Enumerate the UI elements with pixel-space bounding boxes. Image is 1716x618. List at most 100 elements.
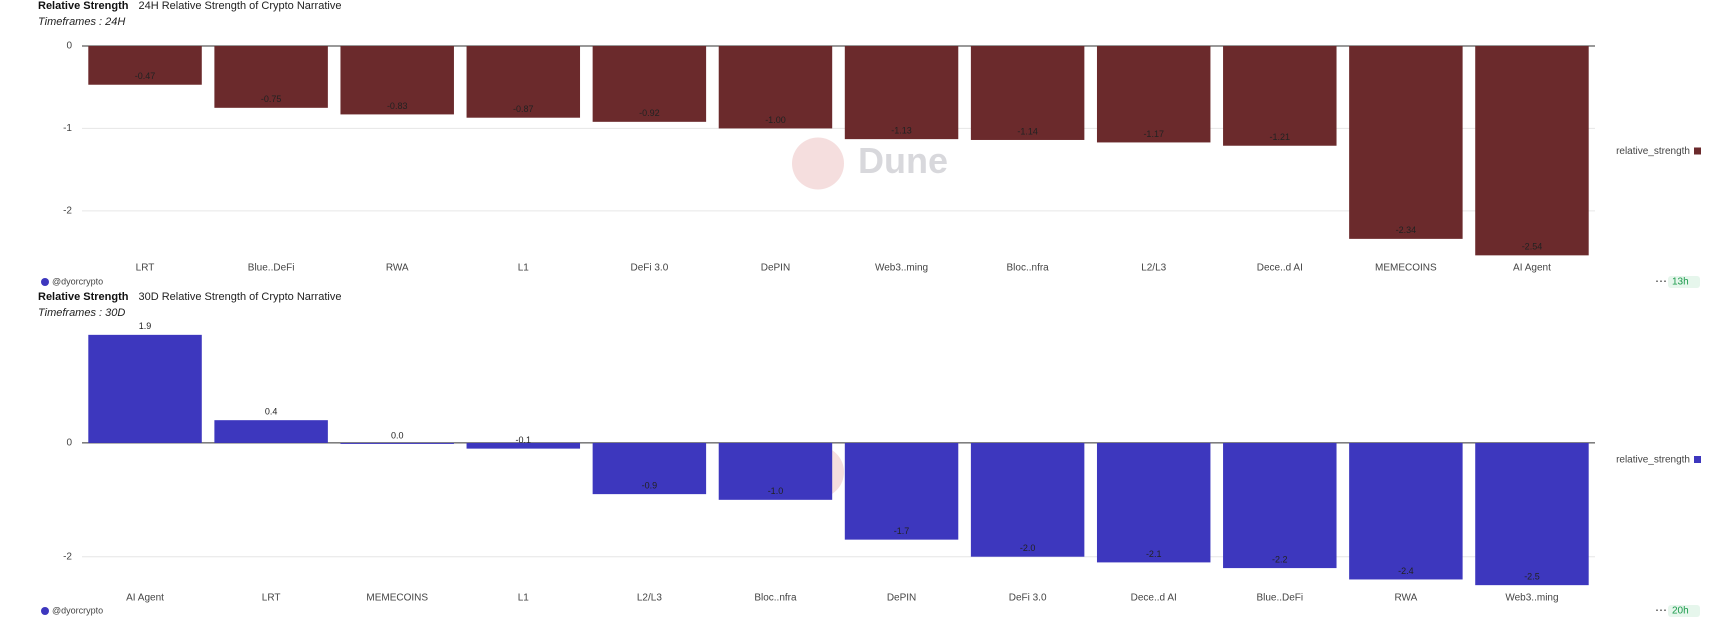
age-badge [1668, 276, 1700, 288]
more: ⋯ [1655, 603, 1667, 617]
x-tick-label: DePIN [887, 593, 916, 604]
value-label: -1.17 [1143, 129, 1164, 139]
value-label: -2.5 [1524, 572, 1540, 582]
age-badge [1668, 605, 1700, 617]
legend-swatch [1694, 147, 1701, 155]
value-label: -1.21 [1270, 132, 1291, 142]
y-tick-label: 0 [66, 438, 72, 449]
x-tick-label: LRT [136, 263, 155, 274]
bar [1475, 442, 1589, 586]
age: 20h [1672, 606, 1689, 617]
x-tick-label: Web3..ming [875, 263, 928, 274]
value-label: -0.47 [135, 71, 156, 81]
x-tick-label: AI Agent [1513, 263, 1551, 274]
value-label: -0.9 [642, 481, 658, 491]
value-label: -1.00 [765, 115, 786, 125]
x-tick-label: Dece..d AI [1131, 593, 1177, 604]
author-icon [41, 607, 49, 615]
y-tick-label: -2 [63, 551, 72, 562]
x-tick-label: L1 [518, 593, 530, 604]
bar [970, 46, 1085, 140]
chart-header: Relative Strength [38, 0, 129, 12]
value-label: -0.92 [639, 108, 660, 118]
watermark-logo [792, 137, 844, 190]
x-tick-label: DeFi 3.0 [630, 263, 668, 274]
value-label: -0.1 [516, 435, 532, 445]
chart-title: 24H Relative Strength of Crypto Narrativ… [138, 0, 341, 12]
age: 13h [1672, 277, 1689, 288]
bar [718, 46, 833, 129]
value-label: 1.9 [139, 321, 152, 331]
bar [970, 442, 1085, 557]
value-label: -2.4 [1398, 566, 1414, 576]
x-tick-label: Blue..DeFi [1256, 593, 1303, 604]
x-tick-label: DePIN [761, 263, 790, 274]
legend-swatch [1694, 456, 1701, 463]
bar [1223, 442, 1337, 569]
value-label: -0.87 [513, 104, 534, 114]
bar [592, 442, 707, 495]
y-tick-label: -1 [63, 123, 72, 134]
bar [1096, 46, 1211, 143]
bar [1475, 46, 1589, 256]
legend-label: relative_strength [1616, 455, 1690, 466]
x-tick-label: MEMECOINS [1375, 263, 1437, 274]
value-label: -2.54 [1522, 242, 1543, 252]
x-tick-label: RWA [386, 263, 409, 274]
chart-header: Relative Strength [38, 291, 129, 303]
x-tick-label: LRT [262, 593, 281, 604]
bar [340, 442, 454, 444]
bar [214, 420, 328, 443]
value-label: -0.75 [261, 94, 282, 104]
x-tick-label: Web3..ming [1505, 593, 1558, 604]
value-label: -0.83 [387, 101, 408, 111]
author: @dyorcrypto [52, 605, 103, 615]
bar [466, 442, 581, 449]
bar [592, 46, 707, 122]
value-label: -1.7 [894, 526, 910, 536]
legend-label: relative_strength [1616, 146, 1690, 157]
value-label: -2.2 [1272, 554, 1288, 564]
y-tick-label: 0 [66, 41, 72, 52]
y-tick-label: -2 [63, 205, 72, 216]
value-label: -1.14 [1017, 126, 1038, 136]
x-tick-label: DeFi 3.0 [1009, 593, 1047, 604]
bar [466, 46, 581, 118]
author: @dyorcrypto [52, 276, 103, 286]
chart-title: 30D Relative Strength of Crypto Narrativ… [138, 291, 341, 303]
bar [88, 334, 202, 443]
chart-subtitle: Timeframes : 24H [38, 16, 125, 28]
more: ⋯ [1655, 274, 1667, 288]
value-label: -2.0 [1020, 543, 1036, 553]
bar [1349, 442, 1463, 580]
bar [340, 46, 454, 115]
value-label: -1.13 [891, 126, 912, 136]
bar [844, 46, 959, 140]
bar [844, 442, 959, 540]
bar [1223, 46, 1337, 146]
bar [1096, 442, 1211, 563]
bar [214, 46, 328, 108]
watermark: Dune [858, 140, 948, 181]
x-tick-label: MEMECOINS [366, 593, 428, 604]
chart-subtitle: Timeframes : 30D [38, 307, 125, 319]
x-tick-label: Blue..DeFi [248, 263, 295, 274]
value-label: -2.1 [1146, 549, 1162, 559]
x-tick-label: L1 [518, 263, 530, 274]
value-label: -1.0 [768, 486, 784, 496]
x-tick-label: L2/L3 [637, 593, 662, 604]
value-label: -2.34 [1396, 225, 1417, 235]
x-tick-label: Bloc..nfra [1007, 263, 1050, 274]
bar [1349, 46, 1463, 239]
author-icon [41, 278, 49, 286]
value-label: 0.0 [391, 430, 404, 440]
x-tick-label: AI Agent [126, 593, 164, 604]
value-label: 0.4 [265, 407, 278, 417]
x-tick-label: Dece..d AI [1257, 263, 1303, 274]
x-tick-label: RWA [1394, 593, 1417, 604]
x-tick-label: L2/L3 [1141, 263, 1166, 274]
x-tick-label: Bloc..nfra [754, 593, 797, 604]
bar [718, 442, 833, 500]
bar [88, 46, 202, 85]
